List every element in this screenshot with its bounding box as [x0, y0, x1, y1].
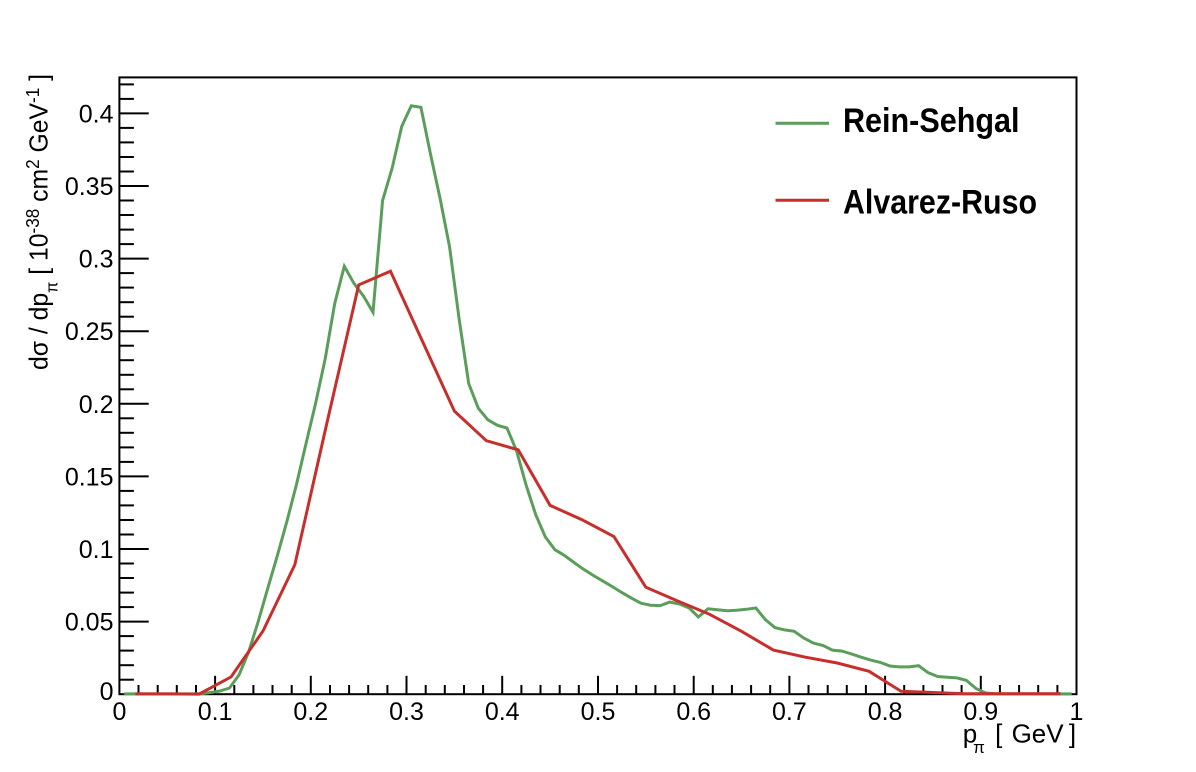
svg-text:0.9: 0.9 [963, 698, 998, 726]
svg-text:0: 0 [112, 698, 126, 726]
svg-text:0.05: 0.05 [65, 609, 114, 637]
svg-text:0.2: 0.2 [293, 698, 328, 726]
svg-text:Rein-Sehgal: Rein-Sehgal [843, 102, 1020, 140]
svg-text:0.1: 0.1 [198, 698, 233, 726]
svg-text:0.4: 0.4 [485, 698, 520, 726]
svg-text:0.8: 0.8 [868, 698, 903, 726]
svg-text:0.25: 0.25 [65, 318, 114, 346]
svg-text:0.7: 0.7 [772, 698, 807, 726]
svg-text:0.15: 0.15 [65, 463, 114, 491]
svg-text:0.1: 0.1 [79, 536, 114, 564]
svg-text:0.4: 0.4 [79, 100, 114, 128]
svg-text:0.35: 0.35 [65, 173, 114, 201]
svg-text:0: 0 [100, 678, 114, 706]
svg-text:0.3: 0.3 [389, 698, 424, 726]
svg-text:0.3: 0.3 [79, 246, 114, 274]
svg-text:0.2: 0.2 [79, 391, 114, 419]
svg-text:1: 1 [1070, 698, 1084, 726]
svg-text:0.5: 0.5 [581, 698, 616, 726]
svg-text:0.6: 0.6 [676, 698, 711, 726]
svg-text:Alvarez-Ruso: Alvarez-Ruso [843, 184, 1037, 222]
